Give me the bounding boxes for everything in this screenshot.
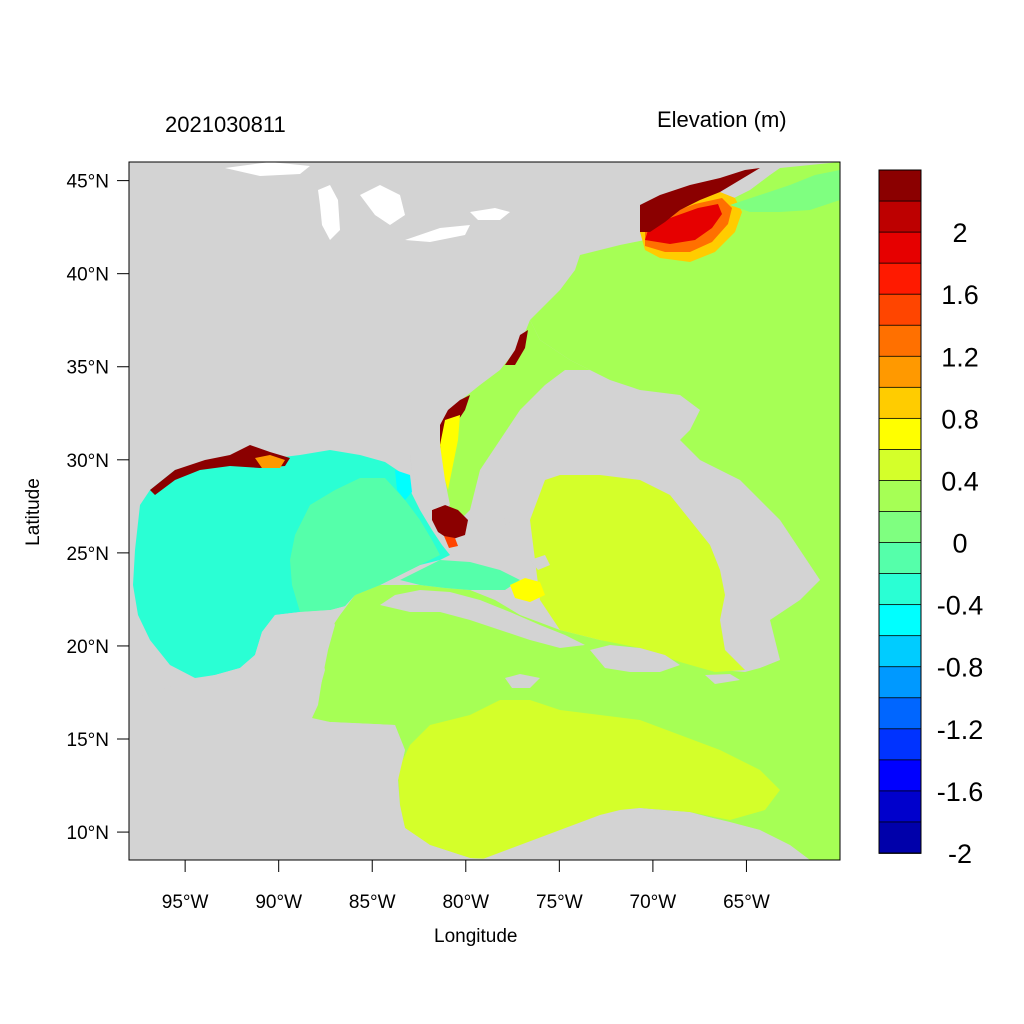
sargasso-high — [530, 475, 745, 672]
bahamas-islands — [488, 515, 550, 570]
colorbar-label: -1.6 — [937, 777, 984, 807]
y-tick-label: 15°N — [67, 730, 109, 751]
colorbar-swatch — [878, 293, 922, 327]
y-tick-label: 40°N — [67, 265, 109, 286]
colorbar-swatch — [878, 821, 922, 854]
florida-straits — [400, 560, 520, 590]
puerto-rico-land — [705, 674, 740, 684]
colorbar-label: -0.8 — [937, 653, 984, 683]
map-left-title: 2021030811 — [165, 112, 286, 137]
colorbar-swatch — [878, 511, 922, 544]
lake-ontario — [470, 208, 510, 220]
lake-michigan — [318, 185, 340, 240]
bahamas-spot — [510, 578, 545, 602]
yucatan-land — [129, 610, 335, 720]
gulf-central-band — [290, 478, 440, 612]
florida-keys-surge — [444, 536, 458, 548]
colorbar-swatch — [878, 666, 922, 699]
east-coast-waters — [440, 290, 590, 520]
x-tick-label: 65°W — [723, 892, 770, 913]
gulf-coast-marsh — [150, 445, 290, 495]
colorbar-label: 1.2 — [941, 342, 979, 372]
y-tick-label: 20°N — [67, 637, 109, 658]
florida-shelf-water — [395, 470, 412, 500]
colorbar-swatch — [878, 262, 922, 296]
y-tick-label: 10°N — [67, 823, 109, 844]
colorbar-swatch — [878, 324, 922, 358]
colorbar-swatch — [878, 542, 922, 575]
colorbar-swatch — [878, 728, 922, 761]
lake-erie — [405, 225, 470, 242]
colorbar-swatch — [878, 573, 922, 606]
colorbar-swatch — [878, 759, 922, 792]
caribbean-high — [398, 700, 780, 860]
colorbar-label: 2 — [952, 218, 967, 248]
colorbar-label: 0 — [952, 529, 967, 559]
y-tick-label: 25°N — [67, 544, 109, 565]
florida-atlantic-yellow — [440, 415, 460, 490]
x-tick-label: 90°W — [255, 892, 302, 913]
colorbar-swatch — [878, 200, 922, 233]
x-tick-label: 70°W — [630, 892, 677, 913]
cuba-land — [380, 590, 585, 648]
florida-land — [410, 425, 450, 510]
carolina-marsh — [505, 330, 528, 365]
x-ticks: 95°W 90°W 85°W 80°W 75°W 70°W 65°W — [162, 860, 770, 913]
jamaica-land — [505, 674, 540, 688]
south-america-land — [480, 808, 810, 860]
colorbar-swatch — [878, 697, 922, 730]
colorbar: 2 1.6 1.2 0.8 0.4 0 -0.4 -0.8 -1.2 -1.6 -2 — [878, 169, 984, 869]
colorbar-label: -2 — [948, 839, 972, 869]
x-tick-label: 80°W — [442, 892, 489, 913]
lake-superior — [225, 162, 310, 176]
colorbar-label: 1.6 — [941, 280, 979, 310]
colorbar-label: -0.4 — [937, 591, 984, 621]
colorbar-swatch — [878, 386, 922, 420]
colorbar-label: 0.8 — [941, 404, 979, 434]
colorbar-label: 0.4 — [941, 466, 979, 496]
map-frame — [128, 161, 841, 861]
colorbar-swatch — [878, 417, 922, 451]
colorbar-swatch — [878, 231, 922, 265]
colorbar-swatch — [878, 449, 922, 482]
colorbar-swatch — [878, 790, 922, 823]
hispaniola-land — [590, 645, 680, 672]
y-ticks: 45°N 40°N 35°N 30°N 25°N 20°N 15°N 10°N — [67, 172, 129, 844]
y-tick-label: 35°N — [67, 358, 109, 379]
colorbar-swatch — [878, 635, 922, 668]
colorbar-swatch — [878, 355, 922, 389]
y-tick-label: 30°N — [67, 451, 109, 472]
x-tick-label: 75°W — [536, 892, 583, 913]
colorbar-swatch — [878, 480, 922, 513]
colorbar-swatch — [878, 604, 922, 637]
colorbar-frame — [878, 169, 922, 854]
atlantic-ocean — [312, 162, 840, 860]
x-tick-label: 85°W — [349, 892, 396, 913]
colorbar-swatch — [878, 169, 922, 202]
south-florida-surge — [432, 505, 468, 540]
x-tick-label: 95°W — [162, 892, 209, 913]
gulf-of-maine-edge — [730, 170, 840, 212]
louisiana-marsh-orange — [255, 455, 285, 468]
map-field — [129, 162, 840, 860]
map-right-title: Elevation (m) — [657, 107, 787, 132]
lake-huron — [360, 185, 405, 225]
x-axis-label: Longitude — [434, 926, 518, 947]
central-america-land — [129, 715, 480, 860]
northeast-surge-inner — [645, 204, 722, 244]
colorbar-label: -1.2 — [937, 715, 984, 745]
northeast-surge-core — [640, 168, 760, 232]
y-tick-label: 45°N — [67, 172, 109, 193]
